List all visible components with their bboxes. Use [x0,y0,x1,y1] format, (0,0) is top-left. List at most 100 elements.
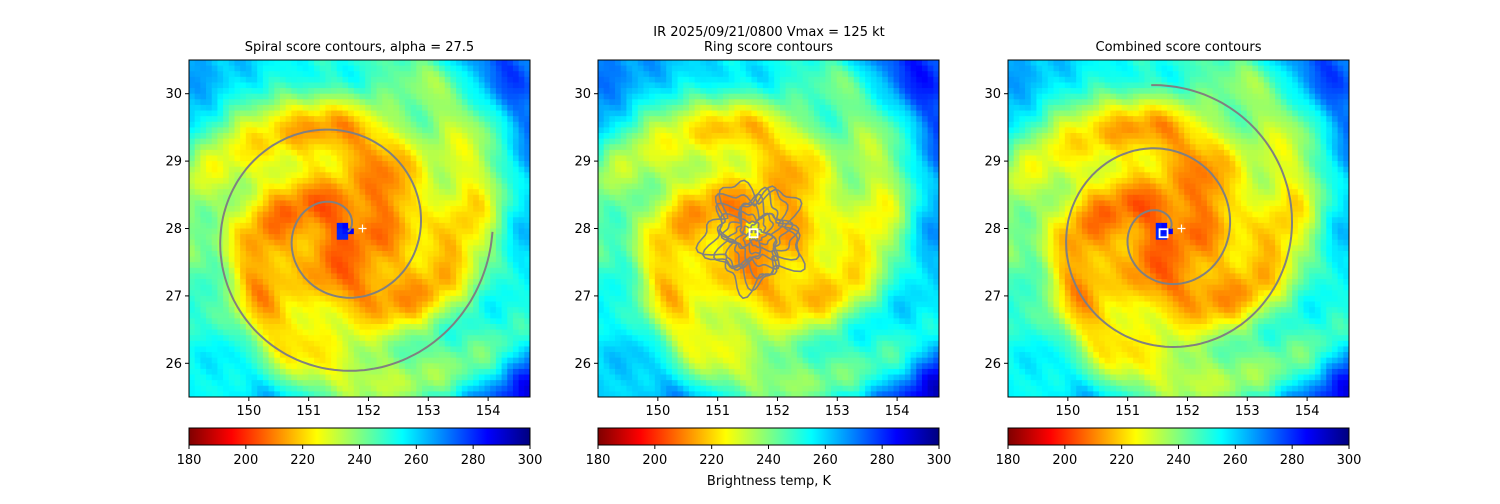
heatmap-cell [337,223,343,229]
heatmap-cell [456,150,462,156]
heatmap-cell [342,66,348,72]
heatmap-cell [189,133,195,139]
heatmap-cell [786,77,792,83]
heatmap-cell [399,386,405,392]
heatmap-cell [655,139,661,145]
heatmap-cell [786,144,792,150]
heatmap-cell [820,127,826,133]
heatmap-cell [615,144,621,150]
heatmap-cell [354,66,360,72]
heatmap-cell [479,116,485,122]
heatmap-cell [496,234,502,240]
heatmap-cell [865,150,871,156]
heatmap-cell [416,285,422,291]
heatmap-cell [467,217,473,223]
heatmap-cell [195,223,201,229]
heatmap-cell [399,150,405,156]
heatmap-cell [388,318,394,324]
heatmap-cell [269,206,275,212]
heatmap-cell [354,346,360,352]
heatmap-cell [200,155,206,161]
heatmap-cell [490,189,496,195]
heatmap-cell [342,189,348,195]
heatmap-cell [831,105,837,111]
heatmap-cell [717,116,723,122]
heatmap-cell [837,172,843,178]
heatmap-cell [411,273,417,279]
heatmap-cell [450,189,456,195]
heatmap-cell [786,172,792,178]
heatmap-cell [269,200,275,206]
heatmap-cell [445,122,451,128]
heatmap-cell [286,60,292,66]
heatmap-cell [820,155,826,161]
heatmap-cell [195,184,201,190]
heatmap-cell [831,77,837,83]
heatmap-cell [507,172,513,178]
heatmap-cell [200,161,206,167]
heatmap-cell [445,116,451,122]
heatmap-cell [325,324,331,330]
heatmap-cell [280,66,286,72]
heatmap-cell [291,273,297,279]
heatmap-cell [354,335,360,341]
heatmap-cell [712,111,718,117]
heatmap-cell [479,66,485,72]
heatmap-cell [626,144,632,150]
heatmap-cell [462,229,468,235]
heatmap-cell [405,111,411,117]
heatmap-cell [217,302,223,308]
heatmap-cell [280,330,286,336]
heatmap-cell [337,144,343,150]
colorbar-label: Brightness temp, K [707,474,832,489]
heatmap-cell [252,150,258,156]
heatmap-cell [234,380,240,386]
heatmap-cell [371,71,377,77]
heatmap-cell [894,71,900,77]
heatmap-cell [905,155,911,161]
heatmap-cell [200,172,206,178]
heatmap-cell [428,302,434,308]
heatmap-cell [740,139,746,145]
heatmap-cell [445,71,451,77]
heatmap-cell [876,82,882,88]
heatmap-cell [314,380,320,386]
heatmap-cell [615,184,621,190]
heatmap-cell [263,257,269,263]
heatmap-cell [655,178,661,184]
heatmap-cell [388,161,394,167]
heatmap-cell [274,234,280,240]
heatmap-cell [928,77,934,83]
heatmap-cell [876,139,882,145]
heatmap-cell [439,88,445,94]
heatmap-cell [763,94,769,100]
heatmap-cell [513,139,519,145]
heatmap-cell [496,369,502,375]
heatmap-cell [513,122,519,128]
heatmap-cell [405,341,411,347]
heatmap-cell [513,71,519,77]
heatmap-cell [928,60,934,66]
heatmap-cell [269,212,275,218]
heatmap-cell [763,71,769,77]
heatmap-cell [348,139,354,145]
heatmap-cell [433,352,439,358]
heatmap-cell [513,105,519,111]
heatmap-cell [473,302,479,308]
heatmap-cell [223,82,229,88]
heatmap-cell [331,71,337,77]
heatmap-cell [496,262,502,268]
heatmap-cell [257,178,263,184]
heatmap-cell [678,139,684,145]
heatmap-cell [297,71,303,77]
heatmap-cell [331,223,337,229]
heatmap-cell [632,116,638,122]
heatmap-cell [399,324,405,330]
heatmap-cell [837,116,843,122]
heatmap-cell [825,172,831,178]
heatmap-cell [195,302,201,308]
heatmap-cell [922,116,928,122]
heatmap-cell [422,302,428,308]
heatmap-cell [229,155,235,161]
heatmap-cell [791,139,797,145]
